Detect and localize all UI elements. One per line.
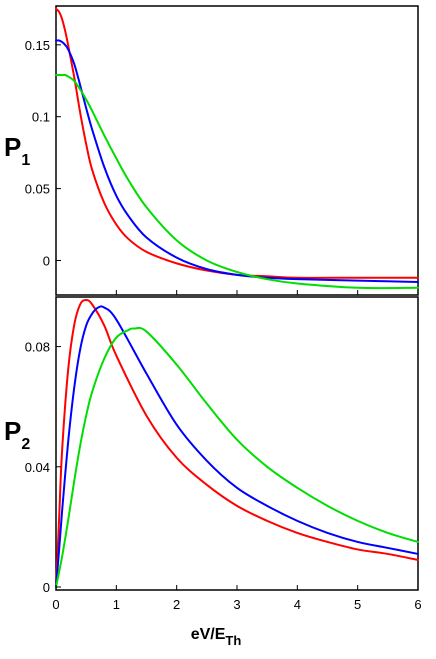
- tick-layer: 0 0.04 0.08 0 1 2 3 4 5 6: [25, 340, 422, 612]
- series-line-3: [55, 73, 419, 290]
- y-tick-label: 0: [43, 253, 50, 268]
- y-tick-label: 0.08: [25, 340, 50, 355]
- panel-p2: 0 0.04 0.08 0 1 2 3 4 5 6 P2 eV/ETh: [4, 296, 422, 648]
- x-tick-label: 1: [113, 597, 120, 612]
- panel-p1: 0 0.05 0.1 0.15 P1: [4, 5, 419, 296]
- y-tick-label: 0.05: [25, 182, 50, 197]
- x-axis-title: eV/ETh: [191, 626, 242, 648]
- x-tick-label: 0: [52, 597, 59, 612]
- x-tick-label: 4: [294, 597, 301, 612]
- series-line-2: [55, 39, 419, 284]
- y-axis-title: P2: [4, 416, 30, 453]
- series-line-3: [55, 326, 419, 588]
- series-line-1: [55, 299, 419, 588]
- series-layer: [55, 7, 419, 290]
- x-tick-label: 2: [173, 597, 180, 612]
- y-tick-label: 0.1: [32, 110, 50, 125]
- y-axis-title: P1: [4, 132, 30, 169]
- series-line-2: [55, 305, 419, 588]
- x-tick-label: 3: [233, 597, 240, 612]
- y-tick-label: 0: [43, 580, 50, 595]
- series-line-1: [55, 7, 419, 279]
- x-tick-label: 6: [414, 597, 421, 612]
- x-tick-label: 5: [354, 597, 361, 612]
- y-tick-label: 0.15: [25, 38, 50, 53]
- tick-layer: 0 0.05 0.1 0.15: [25, 38, 419, 295]
- y-tick-label: 0.04: [25, 460, 50, 475]
- series-layer: [55, 299, 419, 588]
- plot-frame: [55, 5, 419, 296]
